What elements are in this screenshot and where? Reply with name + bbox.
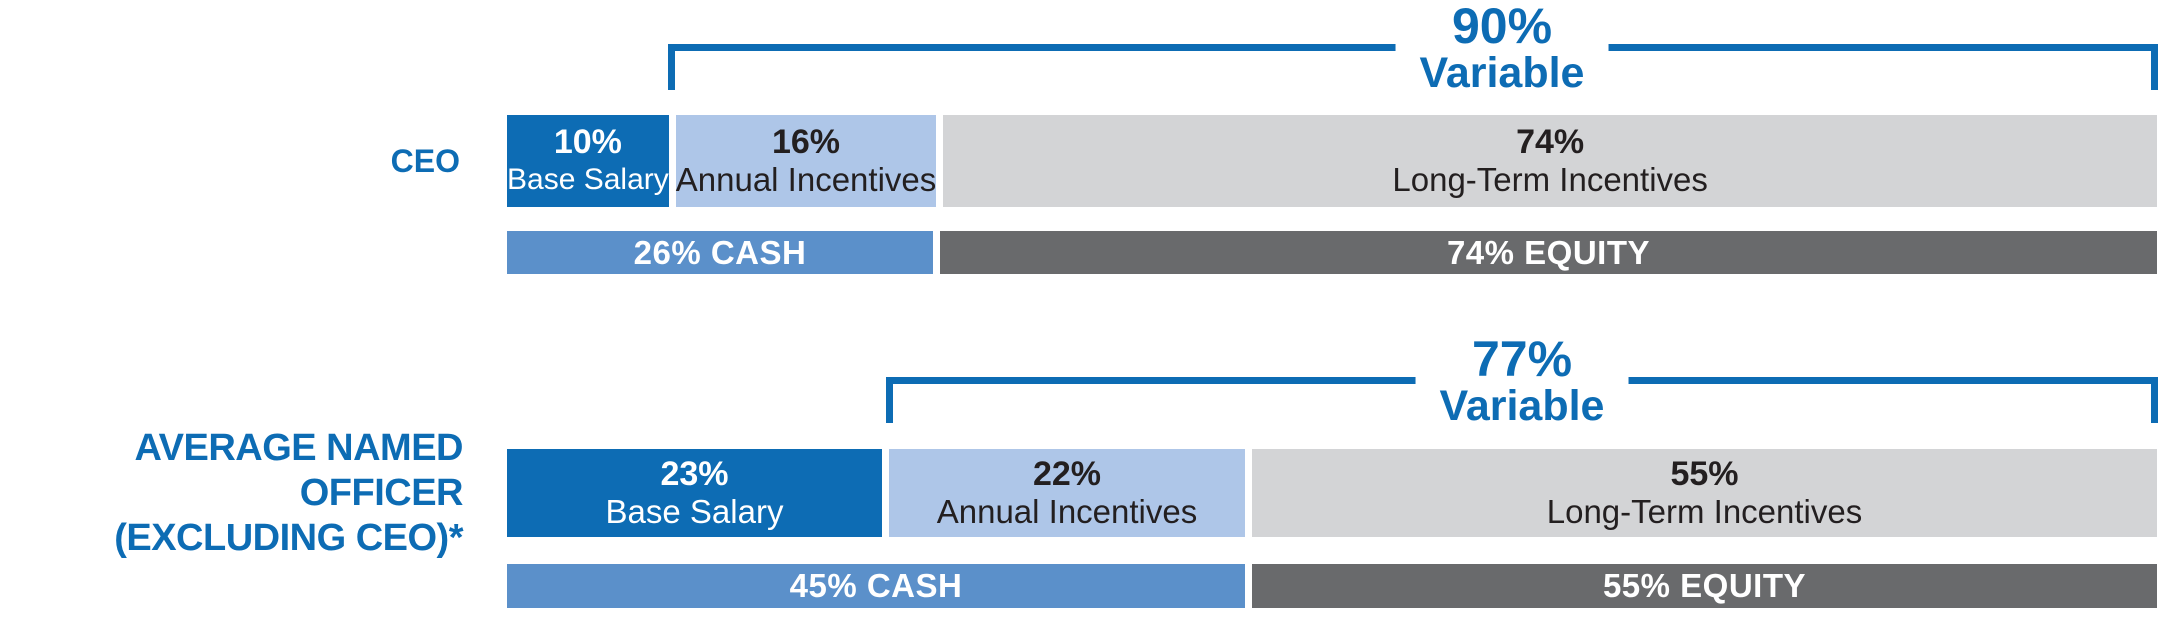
aneo-variable-percent: 77% [1471, 331, 1573, 387]
category-label-aneo: AVERAGE NAMED OFFICER (EXCLUDING CEO)* [0, 427, 463, 559]
aneo-long-term-incentives-label: Long-Term Incentives [1546, 493, 1863, 530]
ceo-long-term-incentives-segment: 74% Long-Term Incentives [943, 115, 2157, 207]
category-label-aneo-line1: AVERAGE NAMED OFFICER [134, 426, 464, 514]
aneo-annual-incentives-segment: 22% Annual Incentives [889, 449, 1245, 537]
aneo-cash-segment: 45% CASH [507, 564, 1245, 608]
ceo-equity-segment: 74% EQUITY [940, 231, 2157, 274]
ceo-long-term-incentives-label: Long-Term Incentives [1392, 161, 1708, 198]
ceo-cash-label: 26% CASH [633, 233, 807, 271]
ceo-variable-annotation: 90% Variable [1395, 0, 1609, 97]
ceo-annual-incentives-percent: 16% [771, 123, 841, 161]
ceo-cash-segment: 26% CASH [507, 231, 933, 274]
category-label-aneo-line2: (EXCLUDING CEO)* [114, 516, 463, 559]
aneo-pay-mix-bar: 23% Base Salary 22% Annual Incentives 55… [507, 449, 2157, 537]
ceo-variable-percent: 90% [1451, 0, 1553, 54]
aneo-base-salary-segment: 23% Base Salary [507, 449, 882, 537]
aneo-variable-word: Variable [1439, 382, 1605, 430]
ceo-cash-equity-bar: 26% CASH 74% EQUITY [507, 231, 2157, 274]
aneo-equity-segment: 55% EQUITY [1252, 564, 2157, 608]
aneo-variable-annotation: 77% Variable [1415, 331, 1629, 430]
aneo-annual-incentives-label: Annual Incentives [936, 493, 1198, 530]
ceo-long-term-incentives-percent: 74% [1516, 123, 1585, 161]
ceo-base-salary-label: Base Salary [507, 163, 669, 196]
category-label-ceo: CEO [0, 115, 460, 207]
aneo-base-salary-percent: 23% [660, 455, 729, 493]
ceo-base-salary-segment: 10% Base Salary [507, 115, 669, 207]
ceo-base-salary-percent: 10% [553, 123, 622, 161]
aneo-cash-equity-bar: 45% CASH 55% EQUITY [507, 564, 2157, 608]
ceo-variable-word: Variable [1419, 49, 1585, 97]
ceo-annual-incentives-segment: 16% Annual Incentives [675, 115, 937, 207]
aneo-long-term-incentives-percent: 55% [1670, 455, 1739, 493]
aneo-annual-incentives-percent: 22% [1032, 455, 1102, 493]
aneo-equity-label: 55% EQUITY [1602, 567, 1807, 604]
ceo-pay-mix-bar: 10% Base Salary 16% Annual Incentives 74… [507, 115, 2157, 207]
category-label-ceo-text: CEO [390, 142, 460, 179]
ceo-equity-label: 74% EQUITY [1446, 233, 1651, 271]
aneo-base-salary-label: Base Salary [605, 493, 784, 530]
aneo-long-term-incentives-segment: 55% Long-Term Incentives [1252, 449, 2157, 537]
ceo-annual-incentives-label: Annual Incentives [675, 161, 937, 198]
aneo-cash-label: 45% CASH [789, 567, 963, 604]
